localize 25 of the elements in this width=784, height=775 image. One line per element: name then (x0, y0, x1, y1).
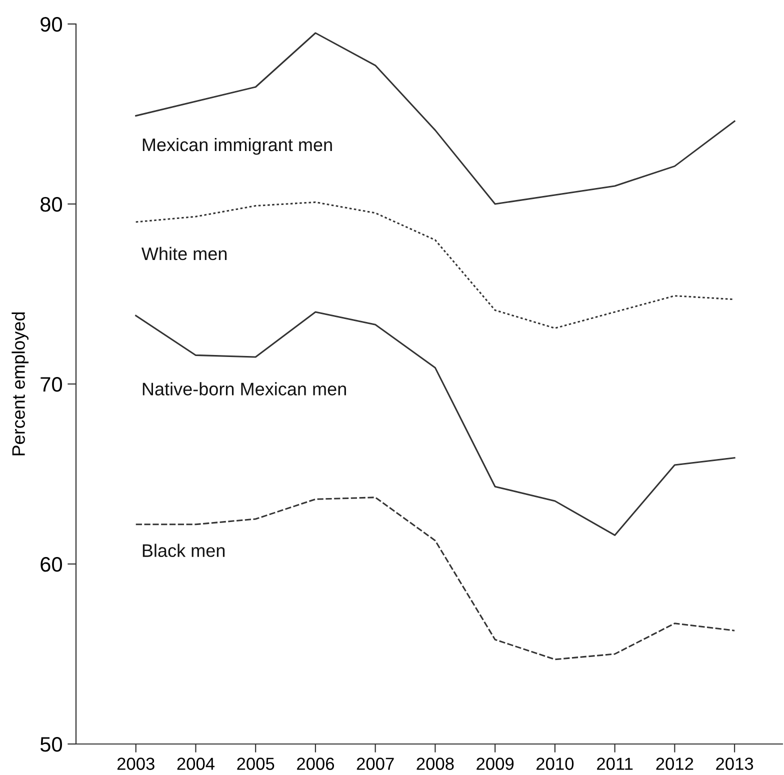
x-tick-label: 2009 (476, 758, 514, 770)
y-tick-label: 50 (40, 737, 62, 752)
x-tick-label: 2007 (356, 758, 394, 770)
line-series (135, 201, 736, 329)
y-tick-label: 90 (40, 17, 62, 32)
x-tick-label: 2006 (297, 758, 334, 770)
x-tick-label: 2008 (416, 758, 454, 770)
y-tick-label: 70 (40, 377, 62, 392)
x-tick-label: 2005 (237, 758, 274, 770)
y-tick-label: 80 (40, 197, 62, 212)
series-label: Black men (142, 544, 225, 558)
series-label: White men (142, 246, 227, 260)
series-label: Mexican immigrant men (142, 138, 332, 155)
line-series (135, 32, 736, 205)
series-label: Native-born Mexican men (142, 382, 346, 396)
x-tick-label: 2003 (117, 758, 154, 770)
x-tick-label: 2004 (177, 758, 215, 770)
line-series (135, 311, 736, 536)
y-axis-title: Percent employed (12, 312, 29, 456)
y-tick-label: 60 (40, 557, 62, 572)
line-series (135, 496, 736, 660)
x-tick-label: 2013 (716, 758, 754, 770)
x-tick-label: 2010 (536, 758, 574, 770)
x-tick-label: 2012 (656, 758, 694, 770)
x-tick-label: 2011 (597, 758, 633, 770)
